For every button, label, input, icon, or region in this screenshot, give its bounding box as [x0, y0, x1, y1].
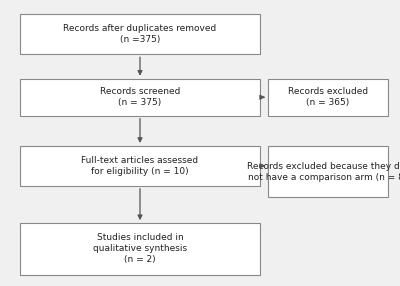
Text: (n = 375): (n = 375): [118, 98, 162, 107]
FancyBboxPatch shape: [20, 14, 260, 54]
Text: not have a comparison arm (n = 8): not have a comparison arm (n = 8): [248, 172, 400, 182]
Text: (n = 2): (n = 2): [124, 255, 156, 264]
Text: Records excluded: Records excluded: [288, 87, 368, 96]
Text: Records screened: Records screened: [100, 87, 180, 96]
FancyBboxPatch shape: [20, 79, 260, 116]
Text: qualitative synthesis: qualitative synthesis: [93, 244, 187, 253]
FancyBboxPatch shape: [20, 146, 260, 186]
FancyBboxPatch shape: [20, 223, 260, 275]
Text: Full-text articles assessed: Full-text articles assessed: [82, 156, 198, 165]
Text: (n =375): (n =375): [120, 35, 160, 44]
Text: Records excluded because they did: Records excluded because they did: [248, 162, 400, 171]
Text: Records after duplicates removed: Records after duplicates removed: [63, 24, 217, 33]
FancyBboxPatch shape: [268, 146, 388, 197]
Text: for eligibility (n = 10): for eligibility (n = 10): [91, 167, 189, 176]
FancyBboxPatch shape: [268, 79, 388, 116]
Text: Studies included in: Studies included in: [97, 233, 183, 243]
Text: (n = 365): (n = 365): [306, 98, 350, 107]
